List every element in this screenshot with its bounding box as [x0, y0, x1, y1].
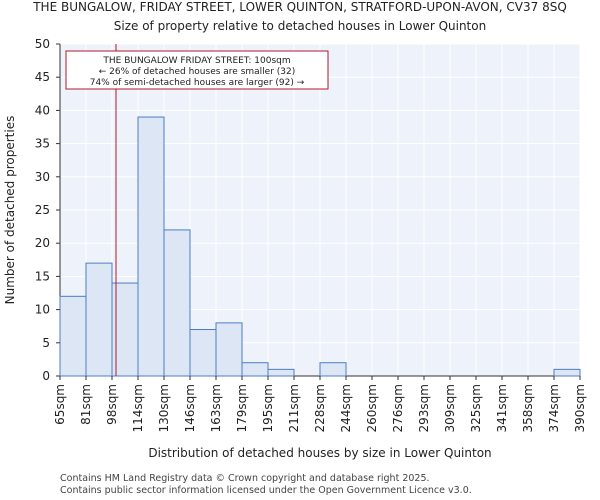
- y-tick-label: 35: [35, 137, 50, 151]
- histogram-bar: [163, 229, 191, 377]
- y-tick-label: 0: [42, 369, 50, 383]
- annotation-frame: [65, 50, 329, 90]
- x-tick-label: 325sqm: [469, 384, 483, 432]
- histogram-bar: [553, 368, 581, 377]
- x-tick-label: 211sqm: [287, 384, 301, 432]
- y-tick-label: 20: [35, 236, 50, 250]
- footer-line-2: Contains public sector information licen…: [60, 485, 472, 496]
- y-tick-label: 15: [35, 269, 50, 283]
- annotation-box: THE BUNGALOW FRIDAY STREET: 100sqm ← 26%…: [65, 50, 329, 90]
- x-tick-label: 195sqm: [261, 384, 275, 432]
- x-tick-label: 65sqm: [53, 384, 67, 425]
- y-axis-ticks: 0 5 10 15 20 25 30 35 40 45 50: [35, 37, 60, 383]
- x-tick-label: 146sqm: [183, 384, 197, 432]
- x-tick-label: 293sqm: [417, 384, 431, 432]
- y-tick-label: 40: [35, 103, 50, 117]
- histogram-bar: [189, 329, 217, 377]
- y-tick-label: 50: [35, 37, 50, 51]
- chart-subtitle: Size of property relative to detached ho…: [113, 19, 487, 33]
- histogram-bar: [85, 262, 113, 377]
- x-tick-label: 114sqm: [131, 384, 145, 432]
- y-tick-label: 10: [35, 303, 50, 317]
- x-tick-label: 374sqm: [547, 384, 561, 432]
- x-tick-label: 179sqm: [235, 384, 249, 432]
- histogram-bar: [241, 362, 269, 377]
- x-tick-label: 228sqm: [313, 384, 327, 432]
- x-axis-ticks: 65sqm 81sqm 98sqm 114sqm 130sqm 146sqm 163sqm 1…: [53, 376, 587, 432]
- x-tick-label: 341sqm: [495, 384, 509, 432]
- x-tick-label: 390sqm: [573, 384, 587, 432]
- footer-line-1: Contains HM Land Registry data © Crown c…: [60, 473, 430, 484]
- histogram-bar: [137, 116, 165, 377]
- x-tick-label: 163sqm: [209, 384, 223, 432]
- histogram-bar: [267, 368, 295, 377]
- x-axis-label: Distribution of detached houses by size …: [148, 446, 491, 460]
- annotation-line-2: ← 26% of detached houses are smaller (32…: [99, 67, 296, 77]
- x-tick-label: 276sqm: [391, 384, 405, 432]
- chart-title: THE BUNGALOW, FRIDAY STREET, LOWER QUINT…: [33, 0, 567, 14]
- histogram-bar: [215, 322, 243, 377]
- x-tick-label: 81sqm: [79, 384, 93, 425]
- y-tick-label: 45: [35, 70, 50, 84]
- x-tick-label: 98sqm: [105, 384, 119, 425]
- y-tick-label: 5: [42, 336, 50, 350]
- bars: [59, 116, 581, 377]
- x-tick-label: 260sqm: [365, 384, 379, 432]
- x-tick-label: 130sqm: [157, 384, 171, 432]
- x-tick-label: 244sqm: [339, 384, 353, 432]
- histogram-bar: [59, 295, 87, 377]
- annotation-line-3: 74% of semi-detached houses are larger (…: [90, 78, 305, 88]
- histogram-bar: [319, 362, 347, 377]
- x-tick-label: 309sqm: [443, 384, 457, 432]
- y-axis-label: Number of detached properties: [3, 116, 17, 305]
- y-tick-label: 30: [35, 170, 50, 184]
- y-tick-label: 25: [35, 203, 50, 217]
- annotation-line-1: THE BUNGALOW FRIDAY STREET: 100sqm: [102, 56, 290, 66]
- x-tick-label: 358sqm: [521, 384, 535, 432]
